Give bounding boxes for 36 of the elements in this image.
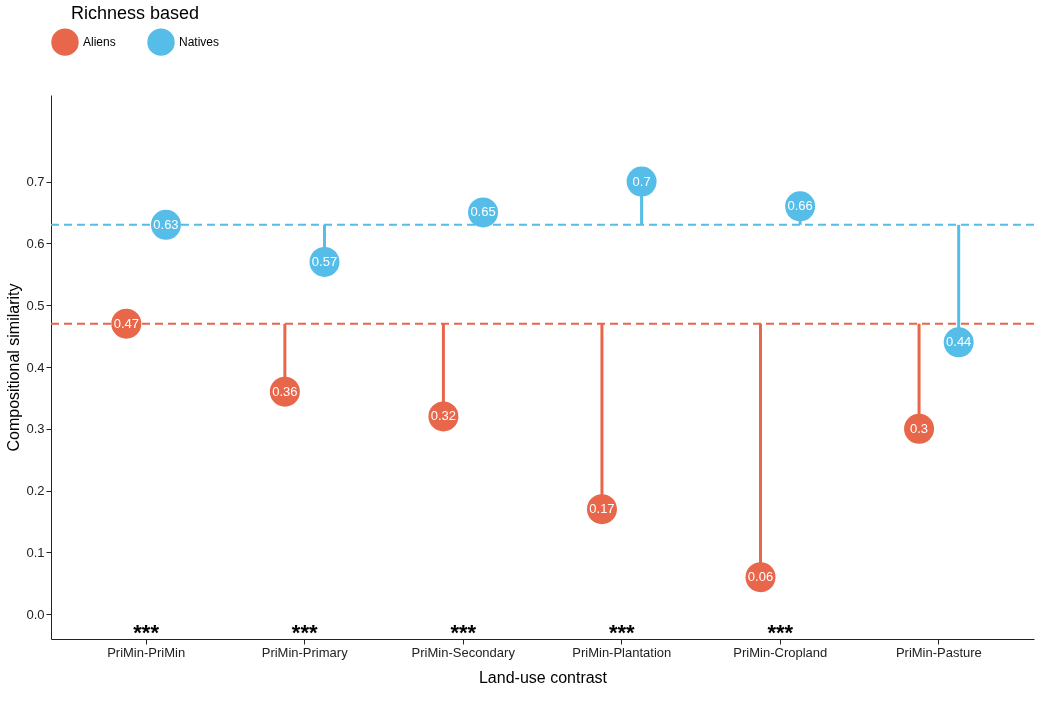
- y-axis-title: Compositional similarity: [5, 283, 23, 452]
- annotation: ***: [133, 620, 160, 645]
- data-label: 0.66: [787, 198, 813, 214]
- legend-title: Richness based: [70, 3, 200, 23]
- annotation: ***: [291, 620, 318, 645]
- legend-label: Natives: [179, 35, 220, 50]
- y-tick-label: 0.0: [26, 606, 45, 622]
- x-tick-label: PriMin-PriMin: [107, 644, 186, 660]
- y-tick-label: 0.7: [26, 174, 45, 190]
- y-tick-label: 0.6: [26, 235, 45, 251]
- data-label: 0.47: [113, 315, 139, 331]
- x-axis-title: Land-use contrast: [478, 668, 608, 686]
- data-label: 0.3: [910, 420, 929, 436]
- data-label: 0.57: [311, 253, 338, 269]
- data-label: 0.17: [589, 501, 615, 517]
- y-tick-label: 0.5: [26, 297, 45, 313]
- x-tick-label: PriMin-Pasture: [895, 644, 982, 660]
- x-tick-label: PriMin-Cropland: [733, 644, 828, 660]
- y-tick-label: 0.1: [26, 544, 45, 560]
- x-tick-label: PriMin-Secondary: [411, 644, 516, 660]
- data-label: 0.7: [632, 173, 651, 189]
- y-tick-label: 0.3: [26, 421, 45, 437]
- x-tick-label: PriMin-Primary: [261, 644, 349, 660]
- annotation: ***: [767, 620, 794, 645]
- legend-label: Aliens: [83, 35, 116, 50]
- data-label: 0.44: [946, 334, 972, 350]
- data-label: 0.32: [430, 408, 457, 424]
- y-tick-label: 0.2: [26, 483, 45, 499]
- annotation: ***: [608, 620, 636, 645]
- data-label: 0.36: [272, 383, 298, 399]
- x-tick-label: PriMin-Plantation: [572, 644, 672, 660]
- data-label: 0.63: [153, 216, 179, 232]
- annotation: ***: [450, 620, 477, 645]
- data-label: 0.65: [470, 204, 496, 220]
- data-label: 0.06: [747, 569, 774, 585]
- y-tick-label: 0.4: [26, 359, 45, 375]
